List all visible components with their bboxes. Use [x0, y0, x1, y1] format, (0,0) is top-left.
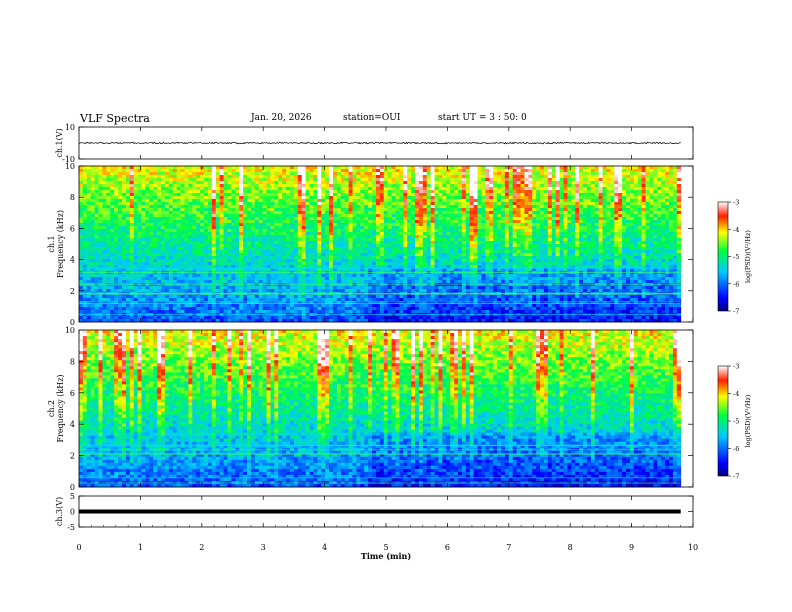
station-label: station=OUI: [343, 113, 401, 123]
ch1-spectrogram-colorbar-label: log(PSD)(V²/Hz): [744, 230, 752, 283]
ch2-spectrogram-colorbar-label: log(PSD)(V²/Hz): [744, 394, 752, 447]
ch1-spectrogram-ytick-label: 4: [70, 256, 75, 265]
ch2-spectrogram-colorbar-tick: -5: [733, 418, 739, 426]
ch2-spectrogram-ytick-label: 6: [70, 389, 75, 398]
ch1-spectrogram-image: [79, 166, 682, 323]
x-tick-label: 0: [76, 543, 81, 552]
ch2-spectrogram-ytick-label: 4: [70, 420, 75, 429]
ch2-spectrogram-ylabel-channel: ch.2: [47, 400, 56, 417]
ch1-spectrogram-ylabel-frequency: Frequency (kHz): [56, 210, 65, 278]
ch2-spectrogram-colorbar-tick: -3: [733, 363, 739, 371]
ch1-spectrogram-ytick-label: 8: [70, 193, 75, 202]
x-tick-label: 3: [261, 543, 266, 552]
x-tick-label: 10: [688, 543, 698, 552]
ch3-waveform-ytick-label: 0: [70, 508, 75, 517]
x-tick-label: 9: [629, 543, 634, 552]
ch2-spectrogram-ytick-label: 10: [65, 326, 75, 335]
ch2-spectrogram-ytick-label: 2: [70, 452, 75, 461]
ch2-spectrogram-ylabel-frequency: Frequency (kHz): [56, 374, 65, 442]
x-tick-label: 4: [322, 543, 327, 552]
x-tick-label: 7: [506, 543, 511, 552]
date-label: Jan. 20, 2026: [251, 113, 312, 123]
ch3-waveform-ytick-label: 5: [70, 492, 75, 501]
ch2-spectrogram-lines: [79, 433, 681, 484]
ch1-waveform-ylabel: ch.1(V): [55, 128, 64, 157]
ch1-waveform-trace: [78, 141, 681, 145]
ch3-waveform-ytick-label: -5: [67, 523, 75, 532]
ch1-spectrogram-ytick-label: 10: [65, 162, 75, 171]
ch1-waveform-ytick-label: 10: [65, 123, 75, 132]
ch2-spectrogram-ytick-label: 8: [70, 357, 75, 366]
ch1-spectrogram-ytick-label: 6: [70, 224, 75, 233]
x-tick-label: 8: [568, 543, 573, 552]
x-tick-label: 6: [445, 543, 450, 552]
start-ut-label: start UT = 3 : 50: 0: [438, 113, 527, 123]
ch1-spectrogram-ylabel-channel: ch.1: [47, 235, 56, 252]
x-tick-label: 5: [383, 543, 388, 552]
ch1-spectrogram-colorbar-tick: -3: [733, 199, 739, 207]
ch2-spectrogram-colorbar-tick: -4: [733, 390, 739, 398]
ch1-waveform-ytick-label: -10: [62, 155, 75, 164]
x-tick-label: 2: [199, 543, 204, 552]
ch1-spectrogram-ytick-label: 2: [70, 287, 75, 296]
ch2-spectrogram-ytick-label: 0: [70, 483, 75, 492]
ch2-spectrogram-colorbar-tick: -7: [733, 473, 739, 481]
ch2-spectrogram-colorbar: [717, 365, 729, 477]
ch1-spectrogram-lines: [79, 268, 681, 315]
ch1-spectrogram-colorbar-tick: -5: [733, 253, 739, 261]
x-axis-label: Time (min): [361, 551, 411, 561]
ch3-waveform-ylabel: ch.3(V): [55, 497, 64, 526]
ch2-spectrogram-colorbar-tick: -6: [733, 445, 739, 453]
ch1-spectrogram-colorbar-tick: -7: [733, 308, 739, 316]
ch1-spectrogram-colorbar-tick: -6: [733, 280, 739, 288]
ch1-spectrogram-ytick-label: 0: [70, 318, 75, 327]
chart-title: VLF Spectra: [80, 112, 150, 125]
x-tick-label: 1: [138, 543, 143, 552]
ch2-spectrogram-image: [79, 330, 682, 488]
ch1-spectrogram-colorbar: [717, 201, 729, 312]
ch1-spectrogram-colorbar-tick: -4: [733, 226, 739, 234]
